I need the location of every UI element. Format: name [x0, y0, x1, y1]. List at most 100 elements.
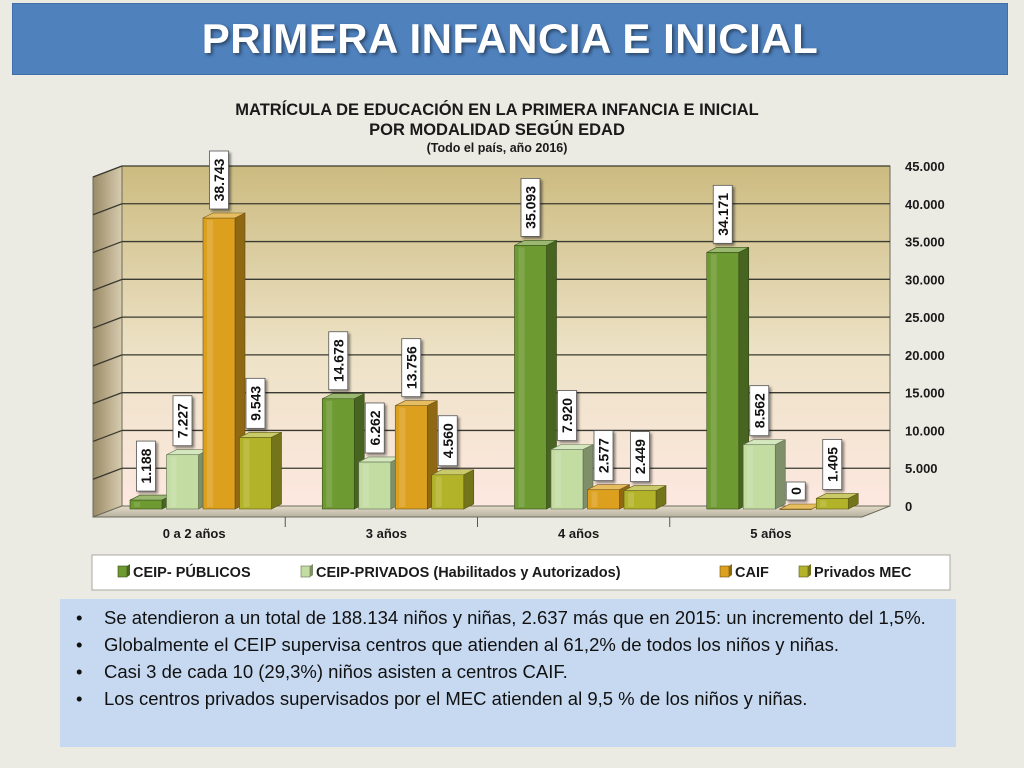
legend-swatch-side: [127, 564, 130, 577]
bar-highlight: [399, 407, 406, 507]
y-tick-label: 10.000: [905, 423, 945, 438]
data-label-text: 14.678: [330, 339, 346, 382]
y-tick-label: 35.000: [905, 235, 945, 250]
summary-box: Se atendieron a un total de 188.134 niño…: [60, 599, 956, 747]
chart-title: MATRÍCULA DE EDUCACIÓN EN LA PRIMERA INF…: [235, 100, 758, 119]
bar: [514, 239, 557, 510]
bar-highlight: [243, 439, 250, 507]
data-label: 1.188: [136, 440, 156, 492]
bar-side: [271, 431, 282, 510]
gridline-side: [92, 165, 123, 178]
bar: [394, 400, 438, 510]
summary-bullet: Casi 3 de cada 10 (29,3%) niños asisten …: [74, 658, 946, 685]
bar-highlight: [628, 492, 634, 507]
gridline-side: [92, 354, 123, 367]
bar-top: [706, 247, 749, 253]
data-label-box: [136, 440, 156, 492]
data-label: 6.262: [364, 402, 385, 454]
gridline-side: [92, 203, 123, 216]
gridline-side: [92, 240, 123, 254]
legend-label: CAIF: [735, 565, 769, 581]
data-label-text: 13.756: [403, 346, 419, 389]
summary-list: Se atendieron a un total de 188.134 niño…: [74, 604, 946, 712]
bar: [742, 439, 786, 510]
legend-swatch-side: [310, 564, 313, 577]
data-label-text: 7.920: [559, 398, 575, 433]
data-label-text: 4.560: [440, 423, 456, 458]
data-label: 1.405: [822, 439, 843, 490]
data-label-box: [712, 184, 733, 244]
data-label: 9.543: [245, 377, 266, 429]
x-tick-label: 3 años: [366, 526, 407, 541]
data-label: 7.920: [557, 390, 577, 441]
bar-highlight: [134, 502, 140, 507]
legend-swatch: [300, 565, 311, 578]
y-tick-label: 20.000: [905, 348, 945, 363]
bar-chart: MATRÍCULA DE EDUCACIÓN EN LA PRIMERA INF…: [91, 100, 951, 591]
data-label-text: 8.562: [751, 393, 767, 428]
legend-swatch: [719, 565, 730, 578]
legend-swatch-side: [808, 564, 811, 577]
y-tick-label: 40.000: [905, 197, 945, 212]
chart-note: (Todo el país, año 2016): [427, 141, 568, 155]
bar-highlight: [710, 254, 717, 507]
y-tick-label: 30.000: [905, 272, 945, 287]
bar-highlight: [591, 491, 598, 507]
bar-highlight: [326, 400, 333, 507]
data-label-box: [630, 431, 650, 483]
y-tick-label: 15.000: [905, 386, 945, 401]
data-label-box: [172, 395, 193, 447]
data-label: 4.560: [437, 415, 458, 467]
data-label-text: 38.743: [211, 158, 227, 201]
bar-top: [816, 493, 859, 499]
data-label-box: [364, 402, 385, 454]
data-label-box: [437, 415, 458, 467]
bar: [431, 469, 475, 510]
data-label-text: 9.543: [248, 386, 264, 421]
bar-highlight: [362, 463, 369, 507]
gridline-side: [92, 467, 123, 480]
legend-item: CEIP- PÚBLICOS: [117, 563, 251, 581]
data-label: 2.449: [630, 431, 650, 483]
bar: [550, 444, 594, 510]
bar-top: [587, 484, 630, 490]
y-tick-label: 0: [905, 499, 912, 514]
bar-highlight: [747, 446, 754, 507]
legend-item: Privados MEC: [798, 564, 912, 581]
legend-item: CEIP-PRIVADOS (Habilitados y Autorizados…: [300, 564, 621, 581]
data-label-box: [822, 439, 843, 490]
bar-side: [463, 469, 475, 510]
y-tick-label: 45.000: [905, 159, 945, 174]
title-bar: PRIMERA INFANCIA E INICIAL: [12, 3, 1008, 75]
data-label-box: [209, 150, 229, 210]
gridline-side: [92, 316, 123, 329]
data-label-text: 2.449: [632, 439, 648, 474]
bar-top: [514, 240, 557, 246]
bar-top: [550, 444, 594, 450]
data-label: 0: [785, 481, 806, 501]
data-label-box: [557, 390, 577, 441]
data-label-text: 35.093: [523, 186, 539, 229]
chart-container: MATRÍCULA DE EDUCACIÓN EN LA PRIMERA INF…: [0, 90, 1024, 600]
bar-side: [774, 439, 786, 510]
bar-highlight: [555, 451, 561, 507]
data-label: 34.171: [712, 184, 733, 244]
slide-title: PRIMERA INFANCIA E INICIAL: [201, 15, 819, 62]
bar: [129, 494, 173, 510]
legend-swatch: [798, 565, 809, 578]
x-tick-label: 5 años: [750, 526, 791, 541]
bar: [587, 484, 630, 510]
legend-label: Privados MEC: [814, 565, 912, 581]
x-tick-label: 4 años: [558, 526, 599, 541]
bar-highlight: [518, 247, 525, 507]
data-label-text: 1.188: [138, 448, 154, 483]
plot-side-wall: [92, 165, 123, 518]
bar-top: [202, 212, 246, 219]
legend-label: CEIP-PRIVADOS (Habilitados y Autorizados…: [316, 565, 621, 581]
data-label: 7.227: [172, 395, 193, 447]
bar: [202, 212, 246, 510]
data-label: 14.678: [328, 331, 349, 391]
bar: [166, 449, 209, 510]
bar-top: [322, 393, 365, 400]
plot-floor: [92, 505, 891, 518]
